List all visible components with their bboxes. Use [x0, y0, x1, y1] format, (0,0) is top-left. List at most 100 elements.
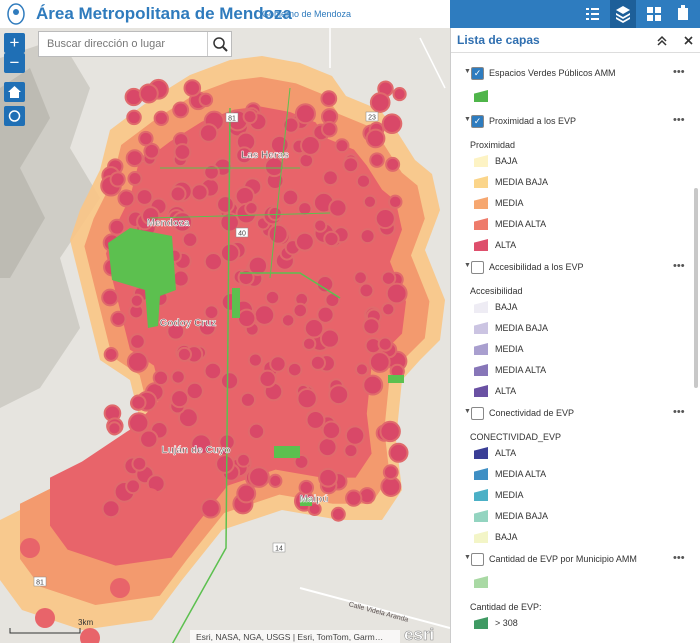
proximity-ring	[297, 201, 313, 217]
proximity-ring	[267, 223, 289, 245]
proximity-ring	[282, 116, 300, 134]
search-box[interactable]: Buscar dirección o lugar	[38, 31, 232, 57]
proximity-ring	[303, 318, 325, 339]
legend-swatch	[474, 468, 488, 480]
zoom-in[interactable]: +	[4, 33, 25, 53]
zoom-out[interactable]: −	[4, 53, 25, 73]
proximity-ring	[166, 321, 186, 341]
layer-list: ▼ ✓ Espacios Verdes Públicos AMM ••• ▼ ✓ Proxi…	[451, 28, 700, 643]
legend-swatch	[474, 531, 488, 543]
map-label: Godoy Cruz	[160, 318, 217, 329]
map-label: Mendoza	[147, 218, 190, 229]
toolbar	[450, 0, 700, 28]
attribution-bg	[190, 630, 400, 643]
layer-menu: •••	[673, 114, 685, 126]
proximity-ring	[392, 87, 407, 102]
proximity-ring	[318, 467, 338, 488]
proximity-ring	[388, 194, 403, 210]
park	[274, 446, 300, 458]
road-shield	[235, 227, 249, 238]
proximity-ring	[203, 251, 224, 272]
legend-swatch	[474, 510, 488, 522]
proximity-ring	[280, 313, 296, 328]
proximity-ring	[153, 110, 169, 126]
road	[329, 28, 446, 89]
expand-arrow: ▼	[464, 262, 471, 269]
legend-heading: CONECTIVIDAD_EVP	[470, 432, 562, 442]
legend-label: MEDIA BAJA	[495, 511, 549, 521]
proximity-ring	[281, 188, 300, 207]
proximity-ring	[20, 538, 40, 558]
proximity-ring	[198, 92, 214, 108]
park	[388, 375, 404, 383]
proximity-ring	[247, 255, 269, 277]
proximity-ring	[362, 317, 381, 336]
proximity-ring	[101, 288, 119, 307]
layers-icon[interactable]	[616, 6, 630, 23]
legend-label: BAJA	[495, 302, 518, 312]
layer-checkbox[interactable]: ✓	[471, 67, 484, 80]
app-title: Área Metropolitana de Mendoza	[36, 4, 292, 23]
proximity-ring	[239, 391, 257, 408]
proximity-ring	[169, 185, 187, 203]
search-button[interactable]	[207, 32, 232, 56]
legend-heading: Proximidad	[470, 140, 516, 150]
map[interactable]: Las Heras Mendoza Godoy Cruz Luján de Cuyo M…	[0, 28, 450, 643]
proximity-ring	[374, 208, 396, 230]
proximity-ring	[354, 362, 369, 377]
proximity-ring	[126, 109, 142, 126]
road-shield	[365, 111, 379, 122]
proximity-ring	[101, 499, 121, 519]
layer-checkbox[interactable]	[471, 553, 484, 566]
basemap-icon[interactable]	[647, 7, 661, 21]
proximity-ring	[359, 228, 376, 245]
proximity-ring	[269, 355, 287, 373]
scrollbar	[694, 188, 698, 388]
proximity-ring	[216, 195, 235, 214]
proximity-ring	[152, 369, 170, 387]
proximity-ring	[321, 420, 342, 441]
attribution: Esri, NASA, NGA, USGS | Esri, TomTom, Ga…	[196, 632, 383, 642]
map-label: Luján de Cuyo	[162, 445, 231, 456]
proximity-ring	[369, 92, 391, 113]
legend-swatch	[474, 447, 488, 459]
logo	[7, 3, 25, 25]
layer-checkbox[interactable]	[471, 407, 484, 420]
proximity-ring	[185, 381, 204, 401]
proximity-ring	[300, 135, 321, 156]
proximity-ring	[183, 79, 202, 97]
proximity-ring	[319, 328, 341, 349]
legend-label: MEDIA	[495, 344, 524, 354]
home-button[interactable]	[4, 82, 25, 102]
proximity-ring	[140, 488, 160, 508]
print-icon[interactable]	[678, 5, 688, 20]
road-number: 40	[238, 231, 246, 238]
legend-swatch	[474, 322, 488, 334]
proximity-ring	[200, 498, 221, 519]
proximity-ring	[324, 292, 341, 308]
legend-label: MEDIA BAJA	[495, 323, 549, 333]
locate-button[interactable]	[4, 106, 25, 126]
proximity-ring	[139, 429, 159, 449]
layer-checkbox[interactable]: ✓	[471, 115, 484, 128]
list-icon[interactable]	[586, 8, 599, 20]
proximity-ring	[388, 442, 409, 463]
proximity-ring	[247, 422, 266, 441]
layer-checkbox[interactable]	[471, 261, 484, 274]
proximity-ring	[379, 420, 401, 443]
proximity-ring	[382, 464, 399, 481]
proximity-ring	[235, 146, 254, 165]
park	[232, 288, 240, 318]
proximity-ring	[181, 231, 199, 248]
legend-label: MEDIA ALTA	[495, 219, 547, 229]
proximity-ring	[138, 83, 159, 104]
app-subtitle[interactable]: Gobierno de Mendoza	[262, 9, 352, 19]
proximity-ring	[343, 443, 359, 459]
legend-swatch	[474, 90, 488, 102]
proximity-ring	[321, 120, 338, 138]
proximity-ring	[110, 578, 130, 598]
proximity-ring	[292, 302, 309, 319]
layer-menu: •••	[673, 66, 685, 78]
panel-controls[interactable]	[656, 34, 696, 48]
road-green	[171, 107, 231, 643]
